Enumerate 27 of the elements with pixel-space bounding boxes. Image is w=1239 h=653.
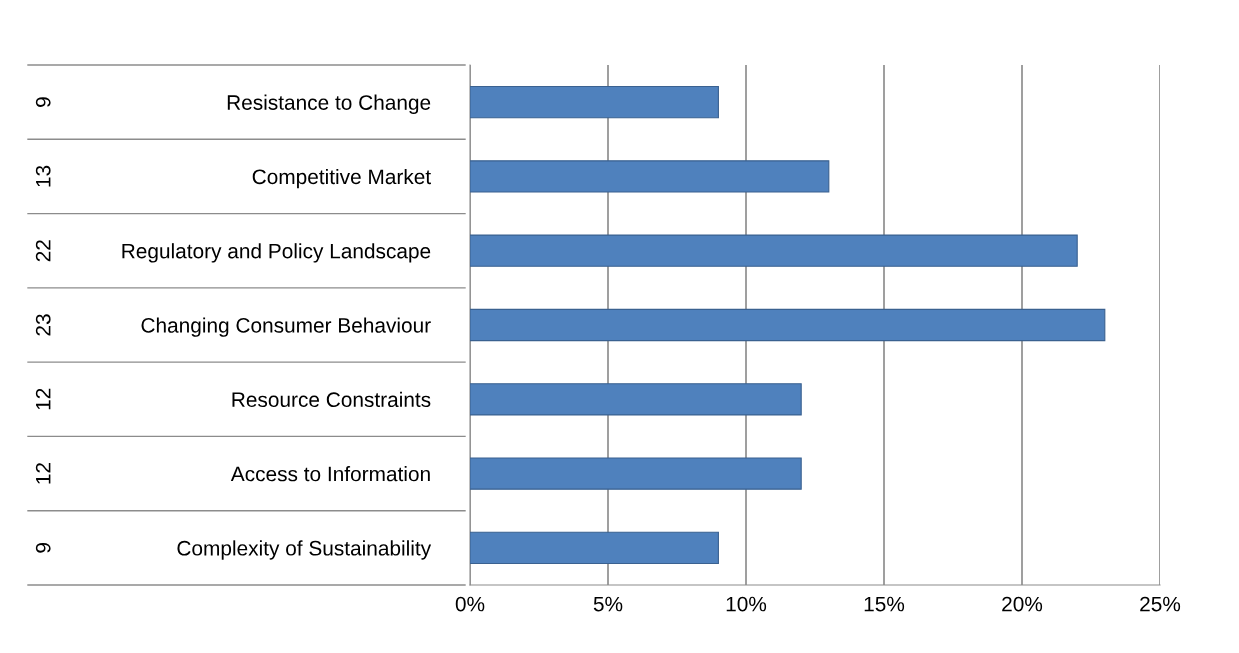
x-tick-label: 10% (726, 596, 767, 612)
x-tick-label: 5% (593, 596, 623, 612)
bar (470, 85, 719, 119)
y-tick-label: Resistance to Change (227, 94, 431, 115)
data-label: 12 (35, 463, 51, 484)
y-tick-label: Changing Consumer Behaviour (141, 317, 431, 337)
x-tick-label: 15% (864, 596, 905, 612)
x-tick-label: 25% (1140, 596, 1181, 612)
data-label: 13 (35, 165, 51, 187)
data-label: 12 (35, 388, 51, 410)
data-label: 9 (35, 97, 51, 107)
bar (470, 308, 1106, 342)
data-label: 23 (35, 314, 51, 336)
bar (470, 160, 830, 193)
y-tick-label: Access to Information (230, 466, 430, 482)
bar (470, 383, 802, 416)
y-tick-label: Competitive Market (252, 168, 431, 189)
data-label: 22 (35, 240, 51, 262)
bar (470, 234, 1078, 267)
bar (470, 531, 719, 565)
data-label: 9 (35, 543, 51, 553)
y-tick-label: Complexity of Sustainability (177, 540, 432, 560)
x-tick-label: 20% (1002, 596, 1043, 612)
y-tick-label: Regulatory and Policy Landscape (122, 243, 431, 263)
y-tick-label: Resource Constraints (232, 391, 431, 408)
x-tick-label: 0% (455, 596, 485, 612)
bar (470, 457, 802, 490)
